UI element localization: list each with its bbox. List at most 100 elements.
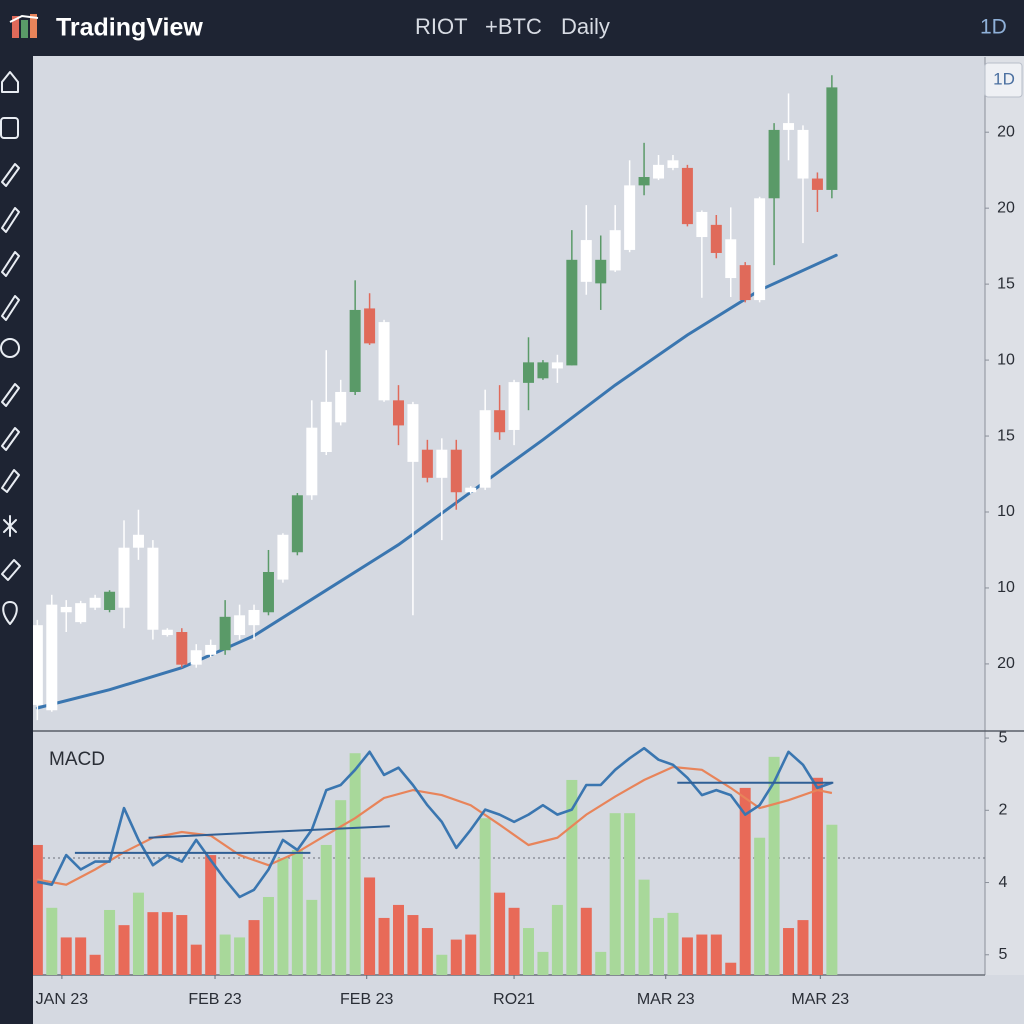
candle-body (450, 449, 462, 493)
histogram-bar (638, 879, 650, 975)
candle-body (176, 632, 188, 665)
y-tick-label: 10 (997, 351, 1015, 368)
candle-body (335, 391, 347, 423)
tool-icon[interactable] (3, 515, 17, 537)
candle-body (551, 362, 563, 369)
candle-body (826, 87, 838, 190)
x-tick-label: FEB 23 (188, 991, 241, 1008)
candle-body (508, 382, 520, 430)
interval-button[interactable] (984, 62, 1023, 98)
candle-body (580, 240, 592, 282)
candle-body (494, 410, 506, 433)
histogram-bar (754, 837, 766, 975)
candle-body (219, 616, 231, 651)
histogram-bar (392, 904, 404, 975)
symbol[interactable]: RIOT (415, 14, 468, 39)
candle-body (754, 198, 766, 301)
histogram-bar (248, 920, 260, 975)
histogram-bar (60, 937, 72, 975)
logo-text[interactable]: TradingView (56, 14, 203, 42)
candle-body (624, 185, 636, 250)
candle-body (132, 534, 144, 548)
histogram-bar (407, 915, 419, 975)
y-tick-label: 20 (997, 655, 1015, 672)
logo-icon[interactable] (9, 14, 39, 38)
histogram-bar (450, 939, 462, 975)
histogram-bar (234, 937, 246, 975)
histogram-bar (46, 907, 58, 975)
candle-body (60, 606, 72, 613)
histogram-bar (335, 800, 347, 975)
candle-body (407, 404, 419, 462)
tool-icon[interactable] (0, 117, 19, 139)
candle-body (523, 362, 535, 383)
tool-icon[interactable] (1, 295, 20, 321)
interval[interactable]: Daily (561, 14, 610, 39)
x-tick-label: RO21 (493, 991, 535, 1008)
histogram-bar (494, 892, 506, 975)
histogram-bar (465, 934, 477, 975)
histogram-bar (551, 904, 563, 975)
candle-body (75, 603, 87, 623)
histogram-bar (364, 877, 376, 975)
toolbar (0, 56, 33, 1024)
candle-body (725, 239, 737, 279)
y-tick-label: 15 (997, 275, 1015, 292)
histogram-bar (653, 917, 665, 975)
histogram-bar (89, 954, 101, 975)
histogram-bar (739, 787, 751, 975)
histogram-bar (205, 855, 217, 975)
tool-icon[interactable] (1, 163, 20, 187)
tool-icon[interactable] (0, 338, 20, 358)
tool-icon[interactable] (1, 71, 19, 93)
histogram-bar (609, 813, 621, 975)
trendline (148, 825, 390, 839)
tool-icon[interactable] (1, 207, 20, 233)
candle-body (566, 259, 578, 366)
candle-body (768, 129, 780, 199)
histogram-bar (595, 951, 607, 975)
y-tick-label: 5 (999, 946, 1008, 963)
compare-symbol[interactable]: +BTC (485, 14, 542, 39)
tool-icon[interactable] (1, 559, 21, 581)
toolbar-icons (0, 71, 21, 625)
candle-body (739, 265, 751, 301)
tool-icon[interactable] (1, 427, 20, 451)
candle-body (595, 259, 607, 284)
histogram-bar (190, 944, 202, 975)
histogram-bar (176, 915, 188, 975)
y-tick-label: 2 (999, 802, 1008, 819)
histogram-bar (291, 850, 303, 975)
histogram-bar (306, 899, 318, 975)
x-tick-label: MAR 23 (791, 991, 849, 1008)
candle-body (89, 597, 101, 608)
y-tick-label: 10 (997, 503, 1015, 520)
candle-body (364, 308, 376, 344)
histogram-bar (219, 934, 231, 975)
price-axis (985, 57, 1024, 975)
candle-body (696, 211, 708, 238)
histogram-bar (725, 962, 737, 975)
candle-body (638, 177, 650, 186)
tool-icon[interactable] (1, 383, 20, 407)
candle-body (609, 230, 621, 271)
candle-body (811, 178, 823, 190)
y-tick-label: 5 (999, 729, 1008, 746)
interval-button-label[interactable]: 1D (993, 69, 1015, 88)
histogram-bar (508, 907, 520, 975)
tool-icon[interactable] (1, 251, 20, 277)
candle-body (190, 650, 202, 665)
candle-body (234, 615, 246, 636)
candle-body (392, 400, 404, 426)
histogram-bar (421, 928, 433, 975)
candle-body (31, 625, 43, 705)
tool-icon[interactable] (2, 601, 18, 625)
candle-body (147, 547, 159, 630)
tool-icon[interactable] (1, 469, 20, 493)
candle-body (421, 449, 433, 478)
candle-body (653, 164, 665, 179)
candle-body (378, 322, 390, 401)
timeframe[interactable]: 1D (980, 16, 1007, 39)
